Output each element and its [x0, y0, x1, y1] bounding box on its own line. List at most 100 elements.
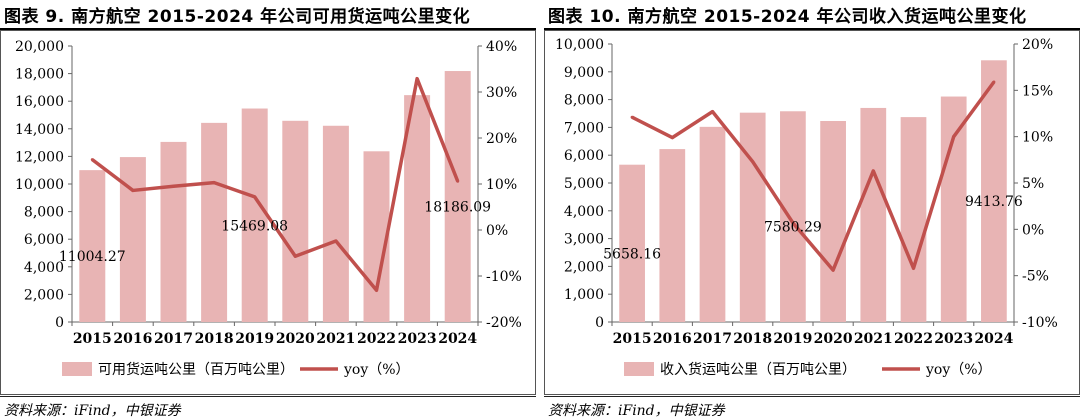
- left-axis-tick-label: 2,000: [24, 287, 64, 303]
- yoy-point: [952, 135, 956, 139]
- bar: [739, 112, 766, 322]
- left-axis-tick-label: 8,000: [564, 93, 604, 109]
- right-axis-tick-label: 20%: [486, 131, 517, 147]
- bar: [619, 164, 645, 322]
- chart-panel-left: 图表 9. 南方航空 2015-2024 年公司可用货运吨公里变化 0 2,000…: [0, 0, 536, 420]
- right-axis-tick-label: 20%: [1022, 37, 1053, 53]
- bar: [860, 107, 887, 322]
- left-axis-tick-label: 10,000: [15, 177, 64, 193]
- left-axis-tick-label: 9,000: [564, 65, 604, 81]
- x-axis-tick-label: 2024: [438, 331, 477, 347]
- plot-frame: [0, 30, 536, 395]
- yoy-point: [456, 179, 460, 183]
- right-axis-tick-label: -10%: [1022, 315, 1058, 331]
- title-rule: [0, 28, 536, 30]
- legend-swatch-bar: [624, 362, 654, 376]
- x-axis-tick-label: 2020: [814, 331, 853, 347]
- bar: [659, 149, 686, 322]
- right-axis-tick-label: -10%: [486, 269, 522, 285]
- x-axis-tick-label: 2015: [73, 331, 112, 347]
- data-label: 9413.76: [965, 194, 1023, 210]
- x-axis-tick-label: 2019: [235, 331, 274, 347]
- yoy-point: [212, 181, 216, 185]
- yoy-point: [90, 158, 94, 162]
- yoy-point: [172, 184, 175, 188]
- chart-title: 图表 10. 南方航空 2015-2024 年公司收入货运吨公里变化: [548, 7, 1027, 27]
- right-axis-tick-label: 10%: [1022, 130, 1053, 146]
- x-axis-tick-label: 2023: [398, 331, 437, 347]
- yoy-point: [791, 221, 795, 225]
- right-axis-tick-label: 0%: [486, 223, 508, 239]
- left-axis-tick-label: 10,000: [555, 37, 604, 53]
- yoy-point: [375, 288, 378, 292]
- left-axis-tick-label: 6,000: [564, 148, 604, 164]
- left-axis-tick-label: 4,000: [24, 260, 64, 276]
- yoy-point: [415, 77, 419, 81]
- chart-title: 图表 9. 南方航空 2015-2024 年公司可用货运吨公里变化: [4, 7, 471, 27]
- x-axis-tick-label: 2017: [693, 331, 732, 347]
- right-axis-tick-label: -20%: [486, 315, 522, 331]
- right-axis-tick-label: 0%: [1022, 222, 1044, 238]
- left-axis-tick-label: 8,000: [24, 205, 64, 221]
- left-axis-tick-label: 20,000: [15, 39, 64, 55]
- data-label: 7580.29: [764, 220, 822, 236]
- left-axis-tick-label: 4,000: [564, 204, 604, 220]
- left-axis-tick-label: 7,000: [564, 120, 604, 136]
- bar: [444, 71, 471, 323]
- left-axis-tick-label: 14,000: [15, 122, 64, 138]
- legend-label-line: yoy（%）: [343, 362, 410, 378]
- left-axis-tick-label: 12,000: [15, 149, 64, 165]
- x-axis-tick-label: 2024: [974, 331, 1013, 347]
- x-axis-tick-label: 2018: [733, 331, 772, 347]
- yoy-point: [751, 160, 755, 164]
- yoy-point: [630, 115, 634, 119]
- bar: [981, 60, 1007, 322]
- left-axis-tick-label: 5,000: [564, 176, 604, 192]
- title-rule: [544, 28, 1080, 30]
- yoy-point: [871, 169, 875, 173]
- bar: [241, 108, 268, 322]
- bar: [322, 125, 349, 322]
- chart-svg-left: 0 2,000 4,000 6,000 8,000 10,000 12,000 14,000 1…: [15, 39, 522, 378]
- right-axis-tick-label: 15%: [1022, 83, 1053, 99]
- source-rule: [544, 396, 1080, 397]
- data-label: 18186.09: [424, 200, 491, 216]
- data-label: 5658.16: [603, 246, 661, 262]
- yoy-point: [131, 188, 135, 192]
- right-axis-tick-label: 40%: [486, 39, 517, 55]
- right-axis-tick-label: -5%: [1022, 269, 1049, 285]
- data-label: 11004.27: [59, 249, 126, 265]
- yoy-point: [992, 80, 996, 84]
- source-note: 资料来源：iFind，中银证券: [548, 403, 725, 419]
- x-axis-tick-label: 2019: [773, 331, 812, 347]
- chart-svg-right: 0 1,000 2,000 3,000 4,000 5,000 6,000 7,000 8,00…: [555, 37, 1058, 378]
- bar: [699, 126, 726, 323]
- x-axis-tick-label: 2016: [113, 331, 152, 347]
- x-axis-tick-label: 2020: [276, 331, 315, 347]
- legend-swatch-bar: [62, 362, 92, 376]
- legend-label-bar: 可用货运吨公里（百万吨公里）: [98, 361, 294, 378]
- x-axis-tick-label: 2022: [894, 331, 933, 347]
- yoy-point: [711, 110, 714, 114]
- right-axis-tick-label: 10%: [486, 177, 517, 193]
- left-axis-tick-label: 6,000: [24, 232, 64, 248]
- bar: [79, 170, 106, 322]
- bar: [201, 122, 228, 322]
- bar: [160, 141, 187, 322]
- x-axis-tick-label: 2021: [854, 331, 893, 347]
- yoy-point: [831, 268, 835, 272]
- yoy-line: [91, 76, 460, 293]
- right-axis-tick-label: 5%: [1022, 176, 1044, 192]
- bar: [900, 117, 927, 322]
- bar: [820, 121, 846, 322]
- yoy-point: [912, 266, 915, 270]
- left-axis-tick-label: 0: [595, 315, 604, 331]
- source-note: 资料来源：iFind，中银证券: [4, 403, 181, 419]
- bar: [780, 111, 806, 322]
- legend-label-line: yoy（%）: [925, 362, 992, 378]
- x-axis-tick-label: 2018: [195, 331, 234, 347]
- chart-panel-right: 图表 10. 南方航空 2015-2024 年公司收入货运吨公里变化 0 1,00…: [544, 0, 1080, 420]
- x-axis-tick-label: 2023: [934, 331, 973, 347]
- yoy-point: [293, 254, 297, 258]
- data-label: 15469.08: [221, 218, 288, 234]
